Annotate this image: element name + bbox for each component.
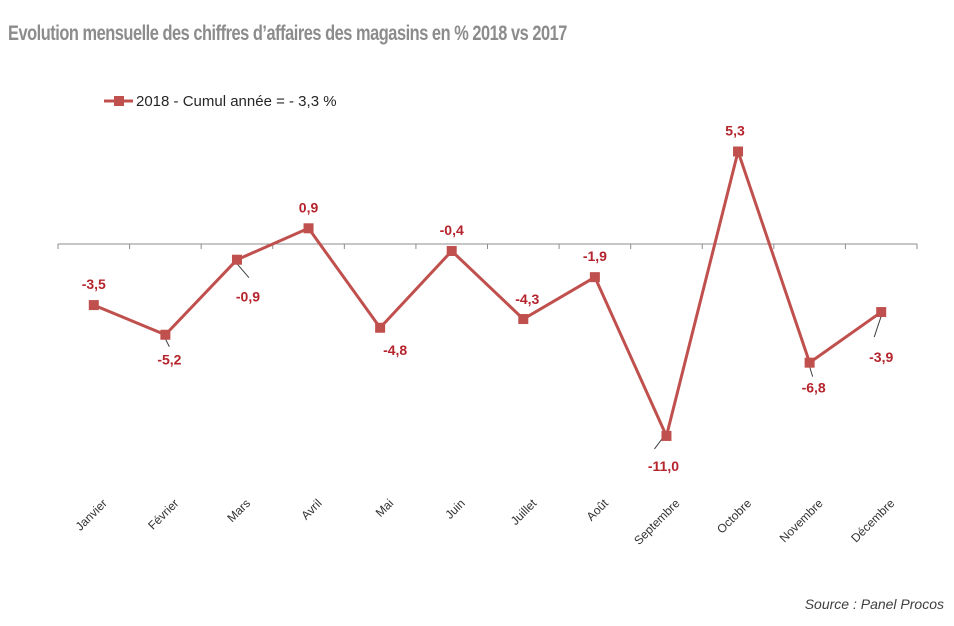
data-label: -5,2 <box>157 352 181 368</box>
x-tick-label: Décembre <box>848 496 897 545</box>
series-line <box>93 150 883 438</box>
data-point-marker <box>88 300 99 311</box>
data-label: -3,5 <box>82 276 106 292</box>
data-point-marker <box>804 357 815 368</box>
data-label: -11,0 <box>648 458 679 474</box>
x-tick-label: Mars <box>224 496 253 525</box>
x-tick-label: Février <box>145 496 181 532</box>
data-label: 5,3 <box>725 123 745 139</box>
data-point-marker <box>303 223 314 234</box>
x-axis-labels: Janvier Février Mars Avril Mai Juin Juillet Aoû… <box>73 496 898 548</box>
legend-marker <box>114 96 124 106</box>
leader-line <box>873 315 882 338</box>
data-point-marker <box>518 314 529 325</box>
data-markers <box>88 146 887 441</box>
leader-line <box>236 263 250 279</box>
data-point-marker <box>733 146 744 157</box>
leader-line <box>164 338 170 347</box>
data-label: -4,8 <box>383 342 407 358</box>
data-label: -3,9 <box>869 349 893 365</box>
data-label: -4,3 <box>515 291 539 307</box>
x-tick-label: Juin <box>442 496 467 521</box>
data-label: -6,8 <box>802 380 826 396</box>
data-point-marker <box>446 245 457 256</box>
x-tick-label: Janvier <box>73 496 110 533</box>
data-point-marker <box>661 430 672 441</box>
data-point-marker <box>160 329 171 340</box>
chart-title: Evolution mensuelle des chiffres d’affai… <box>8 22 567 45</box>
x-axis-ticks <box>57 244 918 249</box>
legend-label: 2018 - Cumul année = - 3,3 % <box>136 93 337 110</box>
x-tick-label: Avril <box>298 496 324 522</box>
x-tick-label: Novembre <box>777 496 826 545</box>
x-tick-label: Mai <box>373 496 397 520</box>
data-point-marker <box>876 307 887 318</box>
x-tick-label: Juillet <box>508 496 540 528</box>
data-label: -0,9 <box>236 289 260 305</box>
data-label: -1,9 <box>583 248 607 264</box>
data-label: 0,9 <box>299 199 319 215</box>
source-note: Source : Panel Procos <box>804 596 944 612</box>
data-point-marker <box>231 254 242 265</box>
x-tick-label: Octobre <box>714 496 754 536</box>
leader-line <box>809 366 814 377</box>
x-tick-label: Août <box>584 496 612 524</box>
x-tick-label: Septembre <box>631 496 683 548</box>
data-point-marker <box>589 272 600 283</box>
data-point-marker <box>375 322 386 333</box>
data-labels: -3,5 -5,2 -0,9 0,9 -4,8 -0,4 -4,3 -1,9 -11,0 5,3 -… <box>82 123 894 474</box>
data-label: -0,4 <box>440 222 464 238</box>
legend: 2018 - Cumul année = - 3,3 % <box>104 93 337 110</box>
